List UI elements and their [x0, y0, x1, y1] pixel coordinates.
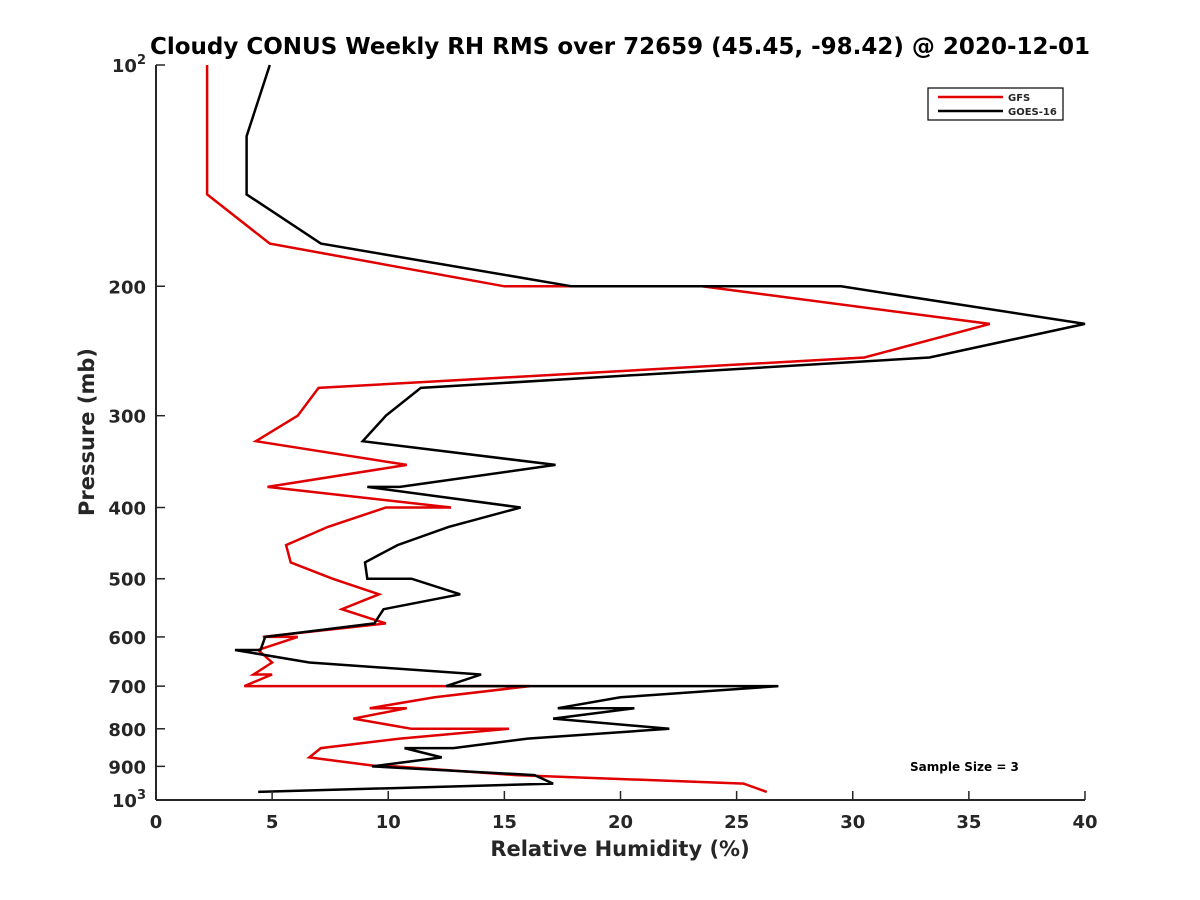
x-tick-label: 0	[150, 812, 163, 833]
y-tick-label: 900	[108, 757, 146, 778]
y-axis-label: Pressure (mb)	[75, 348, 99, 516]
x-tick-label: 20	[608, 812, 633, 833]
x-tick-label: 30	[840, 812, 865, 833]
series-layer	[205, 64, 1086, 794]
y-tick-label: 700	[108, 677, 146, 698]
plot-area: 0 5 10 15 20 25 30 35 40 102 200 300 400 500 600 700 80…	[108, 53, 1097, 833]
x-tick-label: 15	[492, 812, 517, 833]
y-tick-label: 500	[108, 570, 146, 591]
y-tick-label: 102	[112, 53, 146, 77]
legend-label-gfs: GFS	[1008, 93, 1030, 104]
y-tick-label: 200	[108, 277, 146, 298]
y-tick-label: 600	[108, 628, 146, 649]
x-tick-label: 25	[724, 812, 749, 833]
x-tick-label: 5	[266, 812, 279, 833]
series-line-goes16	[234, 64, 1086, 794]
chart-title: Cloudy CONUS Weekly RH RMS over 72659 (4…	[150, 34, 1090, 60]
legend-label-goes16: GOES-16	[1008, 107, 1057, 118]
x-tick-label: 40	[1072, 812, 1097, 833]
legend-box	[927, 87, 1064, 121]
x-ticks: 0 5 10 15 20 25 30 35 40	[150, 791, 1098, 833]
y-tick-exponent: 2	[137, 53, 146, 68]
sample-size-annotation: Sample Size = 3	[910, 760, 1019, 774]
y-tick-exponent: 3	[137, 788, 146, 803]
y-tick-label: 300	[108, 407, 146, 428]
x-tick-label: 35	[956, 812, 981, 833]
y-tick-label: 800	[108, 720, 146, 741]
x-axis-label: Relative Humidity (%)	[490, 837, 749, 861]
x-tick-label: 10	[376, 812, 401, 833]
legend: GFS GOES-16	[927, 87, 1064, 121]
y-tick-label: 400	[108, 499, 146, 520]
